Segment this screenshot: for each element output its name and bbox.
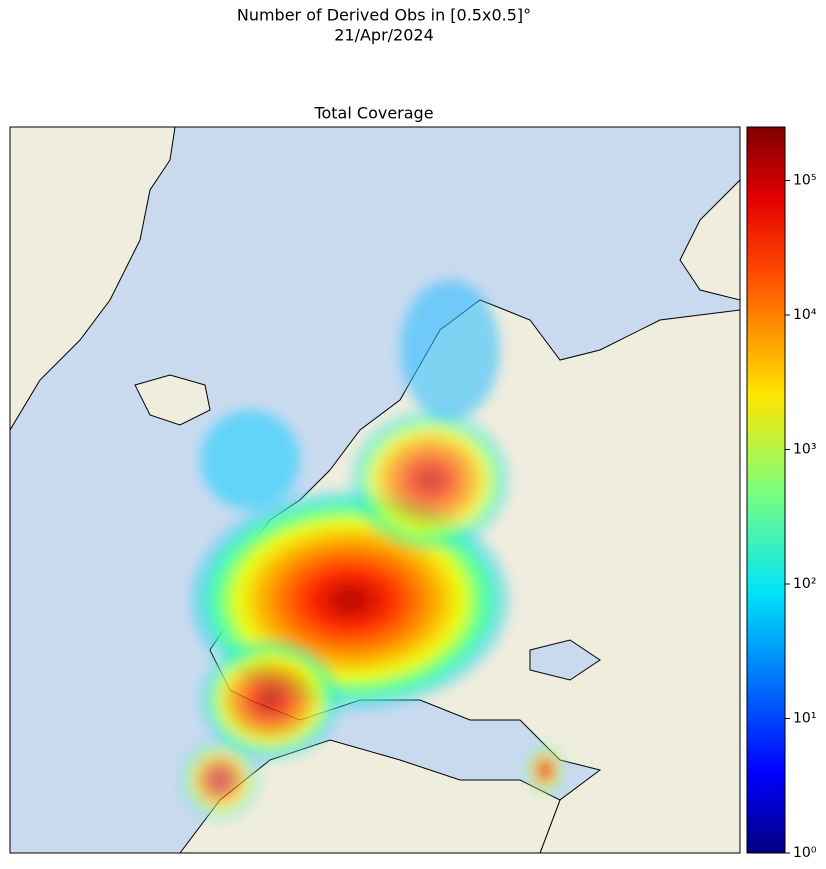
date: 21/Apr/2024 bbox=[334, 26, 434, 45]
title: Number of Derived Obs in [0.5x0.5]° bbox=[237, 6, 531, 25]
greenland bbox=[10, 127, 176, 431]
colorbar-tick-label: 10⁵ bbox=[793, 173, 816, 189]
colorbar-tick-label: 10⁰ bbox=[793, 845, 817, 861]
panel-title: Total Coverage bbox=[313, 104, 433, 123]
colorbar-tick-label: 10⁴ bbox=[793, 307, 817, 323]
colorbar-tick-label: 10¹ bbox=[793, 711, 816, 727]
map bbox=[10, 127, 740, 853]
colorbar-tick-label: 10³ bbox=[793, 442, 816, 458]
coverage bbox=[180, 280, 565, 820]
colorbar bbox=[746, 126, 786, 854]
iceland bbox=[134, 374, 211, 426]
black-sea bbox=[529, 639, 601, 681]
colorbar-tick-label: 10² bbox=[793, 576, 816, 592]
novaya-zemlya bbox=[679, 127, 740, 301]
map-frame bbox=[9, 126, 741, 854]
